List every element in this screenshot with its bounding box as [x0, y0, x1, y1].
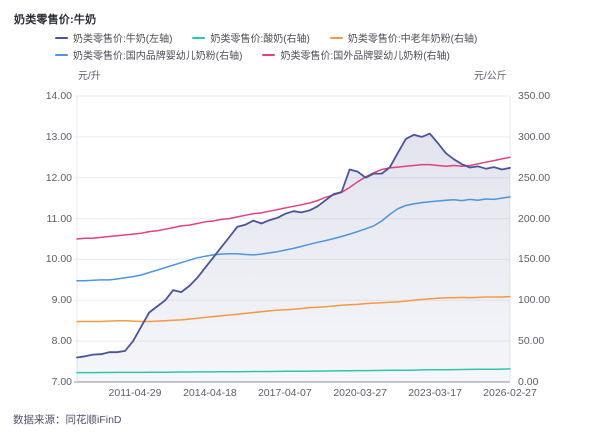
legend-row: 奶类零售价:牛奶(左轴) 奶类零售价:酸奶(右轴) 奶类零售价:中老年奶粉(右轴): [55, 30, 478, 45]
data-source: 数据来源：同花顺iFinD: [13, 414, 122, 426]
left-axis-tick: 10.00: [45, 253, 72, 266]
legend-item[interactable]: 奶类零售价:酸奶(右轴): [192, 30, 310, 45]
left-axis-tick: 8.00: [51, 335, 72, 348]
x-axis-tick: 2026-02-27: [483, 387, 537, 399]
right-axis-tick: 50.00: [518, 335, 545, 348]
x-axis-tick: 2017-04-07: [257, 387, 312, 399]
left-axis-tick: 7.00: [51, 376, 72, 388]
right-axis-tick: 200.00: [518, 212, 551, 225]
legend-label: 奶类零售价:酸奶(右轴): [210, 34, 310, 45]
right-axis-tick: 250.00: [518, 171, 551, 184]
milk-area-fill: [77, 133, 510, 382]
series-line-1[interactable]: [76, 368, 511, 374]
legend-line-marker-icon: [262, 53, 276, 56]
legend-item[interactable]: 奶类零售价:中老年奶粉(右轴): [329, 30, 478, 45]
legend-item[interactable]: 奶类零售价:国内品牌婴幼儿奶粉(右轴): [55, 47, 242, 62]
legend-label: 奶类零售价:国外品牌婴幼儿奶粉(右轴): [280, 51, 450, 62]
legend-item[interactable]: 奶类零售价:国外品牌婴幼儿奶粉(右轴): [262, 47, 450, 62]
x-axis-tick: 2011-04-29: [108, 387, 162, 399]
legend-label: 奶类零售价:中老年奶粉(右轴): [347, 34, 478, 45]
series-line-2[interactable]: [76, 295, 511, 323]
legend-line-marker-icon: [192, 36, 206, 39]
left-axis-unit: 元/升: [78, 71, 101, 82]
right-axis-unit: 元/公斤: [474, 71, 507, 82]
x-axis-tick: 2023-03-17: [408, 387, 462, 399]
series-line-0[interactable]: [76, 132, 511, 359]
legend-row: 奶类零售价:国内品牌婴幼儿奶粉(右轴) 奶类零售价:国外品牌婴幼儿奶粉(右轴): [55, 47, 477, 62]
legend-line-marker-icon: [55, 53, 68, 56]
legend-item[interactable]: 奶类零售价:牛奶(左轴): [55, 30, 172, 45]
right-axis-tick: 100.00: [518, 294, 551, 307]
left-axis-tick: 9.00: [51, 294, 72, 307]
left-axis-tick: 13.00: [45, 130, 72, 143]
x-axis-tick: 2014-04-18: [183, 387, 237, 399]
left-axis-tick: 12.00: [45, 171, 72, 184]
right-axis-tick: 0.00: [518, 376, 539, 388]
legend-line-marker-icon: [329, 36, 343, 39]
legend-line-marker-icon: [55, 36, 68, 39]
chart-title: 奶类零售价:牛奶: [14, 14, 97, 26]
legend-label: 奶类零售价:国内品牌婴幼儿奶粉(右轴): [73, 51, 243, 62]
series-line-4[interactable]: [76, 156, 511, 240]
x-axis-tick: 2020-03-27: [333, 387, 388, 399]
left-axis-tick: 11.00: [46, 212, 73, 225]
right-axis-tick: 350.00: [518, 90, 551, 102]
series-line-3[interactable]: [76, 196, 511, 282]
legend-label: 奶类零售价:牛奶(左轴): [73, 34, 173, 45]
right-axis-tick: 150.00: [518, 253, 551, 266]
left-axis-tick: 14.00: [45, 90, 72, 102]
right-axis-tick: 300.00: [518, 130, 551, 143]
legend: 奶类零售价:牛奶(左轴) 奶类零售价:酸奶(右轴) 奶类零售价:中老年奶粉(右轴) 奶…: [55, 31, 477, 65]
